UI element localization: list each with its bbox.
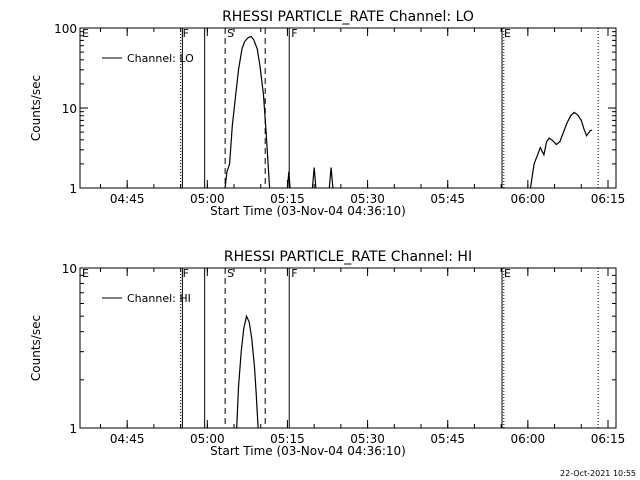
legend-entry: Channel: LO (127, 52, 194, 65)
x-tick-label: 06:15 (591, 192, 626, 206)
series-line-segment (286, 171, 291, 189)
legend: Channel: HI (102, 292, 191, 305)
x-axis-label: Start Time (03-Nov-04 04:36:10) (210, 204, 406, 218)
x-tick-0615: 06:15 (591, 28, 626, 206)
legend-entry: Channel: HI (127, 292, 191, 305)
marker-label-E: E (504, 267, 511, 280)
plot-frame (79, 267, 617, 429)
x-tick-label: 05:30 (350, 432, 385, 446)
y-tick-100: 100 (54, 22, 616, 36)
marker-line-dotted: F (180, 27, 189, 188)
marker-label-S: S (227, 27, 234, 40)
marker-label-E: E (82, 27, 89, 40)
x-tick-label: 06:00 (511, 432, 546, 446)
x-tick-0530: 05:30 (350, 268, 385, 446)
x-tick-label: 06:15 (591, 432, 626, 446)
x-tick-label: 04:45 (110, 432, 145, 446)
y-tick-label: 10 (62, 102, 77, 116)
marker-line-solid: E (501, 267, 511, 428)
marker-line-solid: E (501, 27, 511, 188)
x-tick-0530: 05:30 (350, 28, 385, 206)
x-tick-0500: 05:00 (190, 268, 225, 446)
marker-label-F: F (291, 27, 297, 40)
series-line-segment (529, 111, 593, 189)
footer-stamp: 22-Oct-2021 10:55 (560, 469, 636, 478)
y-axis-label: Counts/sec (29, 315, 43, 381)
series-line-segment (311, 167, 317, 189)
y-axis-label: Counts/sec (29, 75, 43, 141)
x-tick-0600: 06:00 (511, 28, 546, 206)
chart-title: RHESSI PARTICLE_RATE Channel: HI (224, 249, 472, 265)
x-tick-label: 05:15 (270, 432, 305, 446)
series-line-segment (236, 314, 259, 429)
marker-line-solid: F (288, 267, 298, 428)
y-tick-1: 1 (69, 182, 616, 196)
panel-hi: RHESSI PARTICLE_RATE Channel: HI 04:45 05:… (29, 249, 625, 458)
marker-label-F: F (183, 267, 189, 280)
marker-line-solid: F (288, 27, 298, 188)
x-tick-0500: 05:00 (190, 28, 225, 206)
marker-line-dotted: E (79, 267, 89, 428)
x-tick-label: 05:30 (350, 192, 385, 206)
x-tick-0615: 06:15 (591, 268, 626, 446)
x-tick-label: 05:00 (190, 192, 225, 206)
x-tick-label: 05:00 (190, 432, 225, 446)
chart-title: RHESSI PARTICLE_RATE Channel: LO (222, 9, 474, 25)
y-tick-label: 10 (62, 262, 77, 276)
panel-lo: RHESSI PARTICLE_RATE Channel: LO 04:45 05:… (29, 9, 625, 218)
marker-line-dashed: S (224, 27, 234, 188)
marker-line-dotted: F (180, 267, 189, 428)
x-tick-label: 05:15 (270, 192, 305, 206)
x-tick-0545: 05:45 (430, 268, 465, 446)
y-tick-1: 1 (69, 422, 616, 436)
x-axis-label: Start Time (03-Nov-04 04:36:10) (210, 444, 406, 458)
y-tick-10: 10 (62, 102, 616, 116)
x-tick-label: 06:00 (511, 192, 546, 206)
marker-line-dashed: S (224, 267, 234, 428)
legend: Channel: LO (102, 52, 194, 65)
y-tick-label: 1 (69, 182, 77, 196)
x-tick-label: 05:45 (430, 192, 465, 206)
x-tick-0545: 05:45 (430, 28, 465, 206)
marker-label-E: E (504, 27, 511, 40)
marker-label-E: E (82, 267, 89, 280)
x-tick-0600: 06:00 (511, 268, 546, 446)
marker-label-F: F (291, 267, 297, 280)
x-tick-0515: 05:15 (270, 268, 305, 446)
series-line-segment (328, 167, 334, 189)
marker-line-dotted: E (79, 27, 89, 188)
y-tick-10: 10 (62, 262, 616, 276)
y-tick-label: 100 (54, 22, 77, 36)
marker-label-F: F (183, 27, 189, 40)
x-tick-label: 04:45 (110, 192, 145, 206)
marker-label-S: S (227, 267, 234, 280)
x-tick-0515: 05:15 (270, 28, 305, 206)
x-tick-label: 05:45 (430, 432, 465, 446)
y-tick-label: 1 (69, 422, 77, 436)
series-line-segment (224, 35, 271, 189)
